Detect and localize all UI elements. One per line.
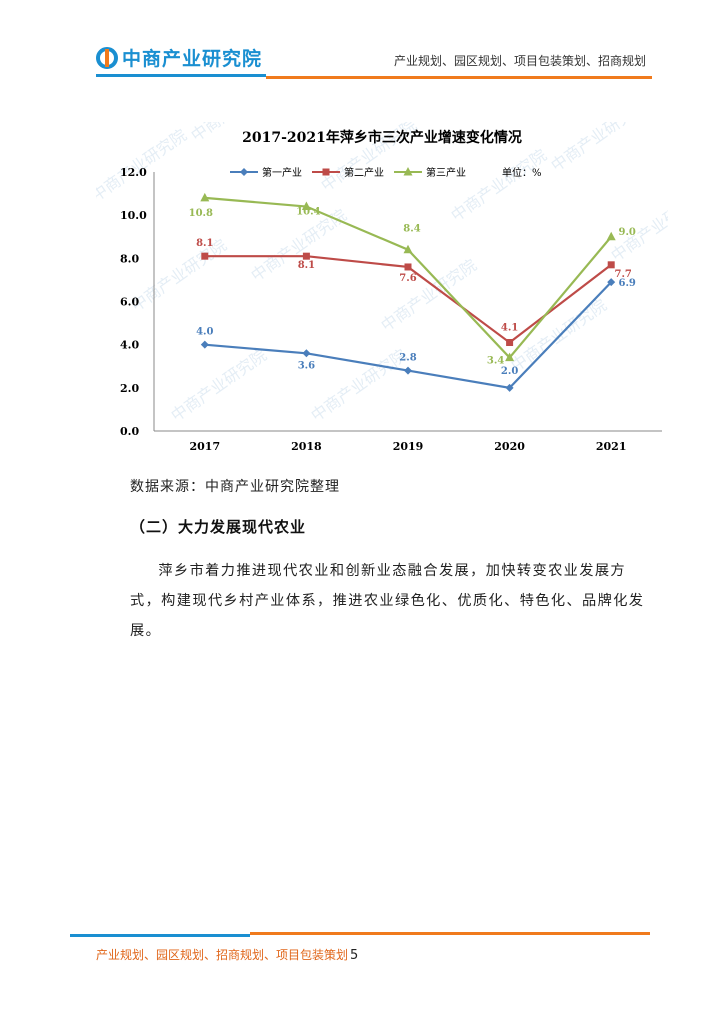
data-point <box>200 340 209 349</box>
watermark-text: 中商产业研究院 <box>547 122 650 175</box>
y-tick-label: 2.0 <box>120 382 139 395</box>
x-tick-label: 2020 <box>494 440 525 453</box>
data-label: 4.0 <box>196 327 213 338</box>
footer: 产业规划、园区规划、招商规划、项目包装策划 5 <box>96 946 358 963</box>
x-tick-label: 2019 <box>393 440 424 453</box>
legend-marker <box>322 168 330 176</box>
y-tick-label: 0.0 <box>120 425 139 438</box>
data-point <box>505 383 514 392</box>
data-label: 8.1 <box>196 238 213 249</box>
data-label: 3.6 <box>298 360 315 371</box>
data-label: 8.1 <box>298 260 315 271</box>
legend-marker <box>403 167 413 176</box>
data-point <box>200 192 210 202</box>
y-tick-label: 12.0 <box>120 166 147 179</box>
brand-logo: 中商产业研究院 <box>96 44 262 71</box>
data-point <box>607 278 616 287</box>
x-tick-label: 2021 <box>596 440 627 453</box>
y-tick-labels: 0.0 2.0 4.0 6.0 8.0 10.0 12.0 <box>120 166 147 438</box>
legend-marker <box>240 168 248 176</box>
unit-note: 单位：% <box>502 166 542 179</box>
legend-label: 第二产业 <box>344 166 384 179</box>
header-divider-blue <box>96 74 266 77</box>
legend-label: 第一产业 <box>262 166 302 179</box>
data-point <box>302 349 311 358</box>
section-heading: （二）大力发展现代农业 <box>130 518 307 536</box>
legend-label: 第三产业 <box>426 166 466 179</box>
body-paragraph: 萍乡市着力推进现代农业和创新业态融合发展，加快转变农业发展方式，构建现代乡村产业… <box>130 563 645 639</box>
watermark-text: 中商产业研究院 <box>167 345 270 425</box>
data-point <box>607 261 615 269</box>
data-point <box>506 339 514 347</box>
data-label: 9.0 <box>618 227 635 238</box>
data-label: 6.9 <box>618 278 635 289</box>
watermark-text: 中商产业研究院 <box>607 185 668 265</box>
y-tick-label: 4.0 <box>120 339 139 352</box>
watermark-text: 中商产业研究院 <box>307 345 410 425</box>
logo-text: 中商产业研究院 <box>122 48 263 70</box>
data-point <box>404 263 412 271</box>
data-point <box>404 366 412 375</box>
logo-icon <box>96 46 118 69</box>
data-label: 3.4 <box>487 356 504 367</box>
data-point <box>403 244 413 254</box>
watermark-text: 中商产业研究院 <box>447 145 550 225</box>
footer-divider-blue <box>70 934 250 937</box>
x-tick-labels: 2017 2018 2019 2020 2021 <box>189 440 626 453</box>
y-tick-label: 8.0 <box>120 252 139 265</box>
data-label: 10.4 <box>296 207 320 218</box>
data-label: 7.6 <box>399 273 416 284</box>
data-point <box>505 352 515 362</box>
chart-title: 2017-2021年萍乡市三次产业增速变化情况 <box>242 129 522 146</box>
y-tick-label: 6.0 <box>120 296 139 309</box>
data-point <box>201 252 209 260</box>
data-point <box>301 201 311 211</box>
header-tagline: 产业规划、园区规划、项目包装策划、招商规划 <box>393 54 646 68</box>
watermark-text: 中商产业研究院 <box>377 255 480 335</box>
data-source-note: 数据来源：中商产业研究院整理 <box>130 479 340 495</box>
page-number: 5 <box>350 948 359 963</box>
footer-tagline: 产业规划、园区规划、招商规划、项目包装策划 <box>96 948 349 962</box>
data-label: 8.4 <box>403 224 420 235</box>
data-point <box>606 231 616 241</box>
header-divider-orange <box>266 76 652 79</box>
data-label: 2.8 <box>399 353 416 364</box>
data-point <box>302 252 310 260</box>
data-label: 10.8 <box>189 208 213 219</box>
data-label: 7.7 <box>614 269 631 280</box>
x-tick-label: 2018 <box>291 440 322 453</box>
data-label: 2.0 <box>501 366 518 377</box>
x-tick-label: 2017 <box>189 440 220 453</box>
data-label: 4.1 <box>501 323 518 334</box>
series-layer: 4.0 3.6 2.8 2.0 6.9 8.1 8.1 7.6 4.1 7.7 10.8 10.4 8.… <box>189 192 636 392</box>
y-tick-label: 10.0 <box>120 209 147 222</box>
chart-legend: 第一产业 第二产业 第三产业 单位：% <box>230 166 542 179</box>
footer-divider-orange <box>250 932 650 935</box>
watermark-text: 中商产业研究院 <box>127 235 230 315</box>
